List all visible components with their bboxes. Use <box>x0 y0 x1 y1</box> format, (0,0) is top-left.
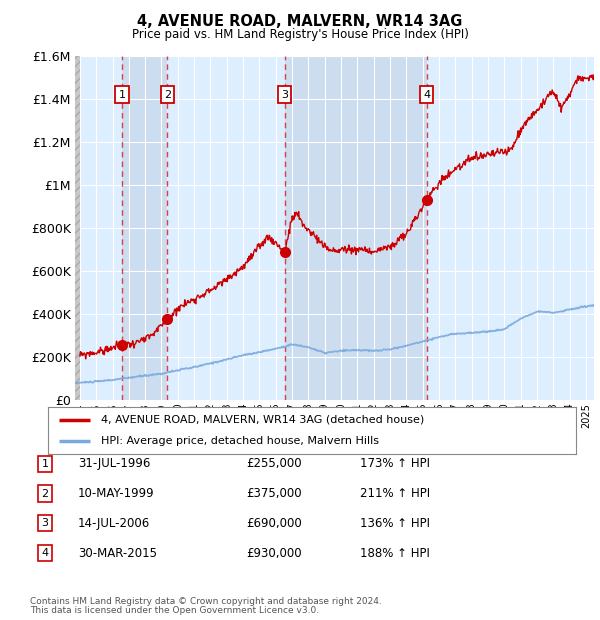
Bar <box>75 56 80 400</box>
Text: 4, AVENUE ROAD, MALVERN, WR14 3AG (detached house): 4, AVENUE ROAD, MALVERN, WR14 3AG (detac… <box>101 415 424 425</box>
Text: 30-MAR-2015: 30-MAR-2015 <box>78 547 157 559</box>
Text: 173% ↑ HPI: 173% ↑ HPI <box>360 458 430 470</box>
Text: 211% ↑ HPI: 211% ↑ HPI <box>360 487 430 500</box>
Text: 4, AVENUE ROAD, MALVERN, WR14 3AG: 4, AVENUE ROAD, MALVERN, WR14 3AG <box>137 14 463 29</box>
Text: 2: 2 <box>41 489 49 498</box>
Text: 3: 3 <box>281 89 288 100</box>
Text: £690,000: £690,000 <box>246 517 302 529</box>
Text: 1: 1 <box>41 459 49 469</box>
Text: £255,000: £255,000 <box>246 458 302 470</box>
Text: 4: 4 <box>41 548 49 558</box>
Text: Contains HM Land Registry data © Crown copyright and database right 2024.: Contains HM Land Registry data © Crown c… <box>30 597 382 606</box>
Text: 14-JUL-2006: 14-JUL-2006 <box>78 517 150 529</box>
Bar <box>284 56 427 400</box>
Text: This data is licensed under the Open Government Licence v3.0.: This data is licensed under the Open Gov… <box>30 606 319 615</box>
Text: 10-MAY-1999: 10-MAY-1999 <box>78 487 155 500</box>
Text: £375,000: £375,000 <box>246 487 302 500</box>
Text: 1: 1 <box>119 89 125 100</box>
Text: 188% ↑ HPI: 188% ↑ HPI <box>360 547 430 559</box>
Bar <box>122 56 167 400</box>
Text: 4: 4 <box>423 89 430 100</box>
Text: 136% ↑ HPI: 136% ↑ HPI <box>360 517 430 529</box>
Text: Price paid vs. HM Land Registry's House Price Index (HPI): Price paid vs. HM Land Registry's House … <box>131 28 469 41</box>
Text: 3: 3 <box>41 518 49 528</box>
Text: 2: 2 <box>164 89 171 100</box>
Text: HPI: Average price, detached house, Malvern Hills: HPI: Average price, detached house, Malv… <box>101 436 379 446</box>
Text: 31-JUL-1996: 31-JUL-1996 <box>78 458 151 470</box>
Text: £930,000: £930,000 <box>246 547 302 559</box>
